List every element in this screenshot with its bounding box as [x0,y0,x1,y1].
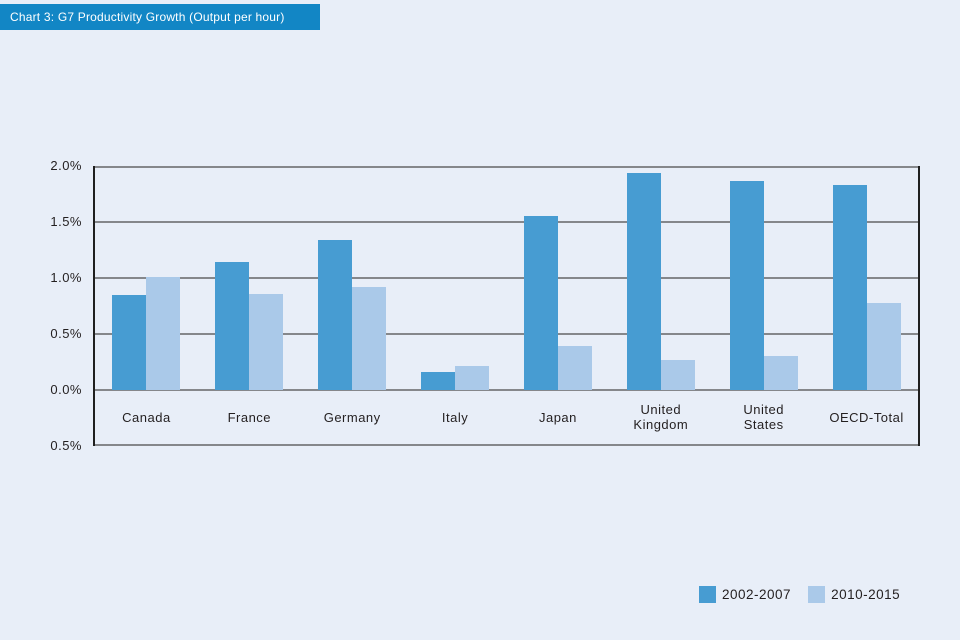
bar-united-kingdom-2010-2015 [660,360,695,390]
bar-canada-2010-2015 [146,277,181,390]
bar-group-oecd-total [815,166,918,390]
bar-japan-2010-2015 [557,346,592,390]
bar-germany-2002-2007 [318,240,353,390]
bar-united-states-2002-2007 [729,181,764,390]
y-tick-label: 1.5% [50,214,82,229]
category-label-germany: Germany [323,409,381,425]
gridline [95,444,918,446]
category-label-canada: Canada [122,409,171,425]
bar-united-kingdom-2002-2007 [626,173,661,390]
category-label-united-kingdom: United Kingdom [633,402,689,432]
category-label-oecd-total: OECD-Total [829,409,904,425]
bar-group-italy [404,166,507,390]
bar-group-united-states [712,166,815,390]
bar-group-canada [95,166,198,390]
gridline [95,166,918,168]
bar-germany-2010-2015 [352,287,387,390]
y-tick-label: 1.0% [50,270,82,285]
y-tick-label: 0.5% [50,326,82,341]
legend-swatch-2010-2015 [808,586,826,603]
bar-group-japan [507,166,610,390]
gridline [95,389,918,391]
bar-oecd-total-2002-2007 [832,185,867,390]
bar-france-2010-2015 [249,294,284,390]
bar-group-germany [301,166,404,390]
gridline [95,221,918,223]
legend-swatch-2002-2007 [699,586,716,603]
bar-united-states-2010-2015 [763,356,798,390]
legend-label-2002-2007: 2002-2007 [722,587,792,602]
bar-italy-2002-2007 [421,372,456,390]
y-tick-label: 0.0% [50,382,82,397]
bar-canada-2002-2007 [112,295,147,390]
bar-group-france [198,166,301,390]
category-label-italy: Italy [441,409,469,425]
plot-area: Canada France Germany Italy Japan United King… [93,166,920,446]
category-label-france: France [227,409,272,425]
chart-title: Chart 3: G7 Productivity Growth (Output … [10,10,285,24]
bar-group-united-kingdom [609,166,712,390]
category-label-united-states: United States [743,402,784,432]
y-tick-label: 0.5% [50,438,82,453]
gridline [95,333,918,335]
category-label-japan: Japan [538,409,577,425]
bar-france-2002-2007 [215,262,250,390]
chart-title-badge: Chart 3: G7 Productivity Growth (Output … [0,4,320,30]
gridline [95,277,918,279]
bar-oecd-total-2010-2015 [866,303,901,390]
bar-japan-2002-2007 [523,216,558,390]
legend: 2002-2007 2010-2015 [699,586,900,603]
bar-italy-2010-2015 [455,366,490,390]
legend-label-2010-2015: 2010-2015 [831,587,901,602]
y-tick-label: 2.0% [50,158,82,173]
